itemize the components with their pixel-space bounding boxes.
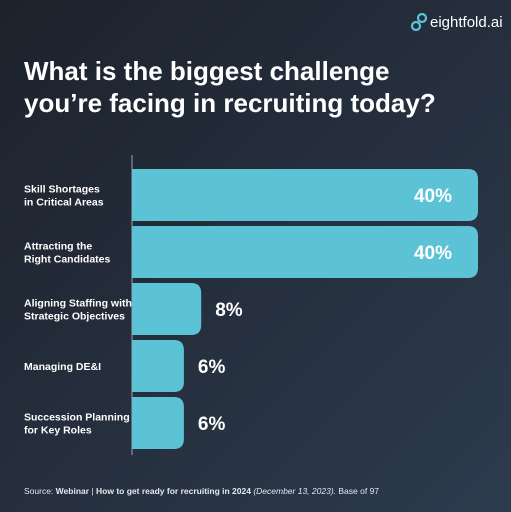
- value-label: 8%: [215, 300, 243, 321]
- text-line: in Critical Areas: [24, 197, 104, 209]
- value-label: 40%: [414, 243, 452, 264]
- text-line: Skill Shortages: [24, 184, 100, 196]
- text-line: Strategic Objectives: [24, 311, 125, 323]
- source-part: (December 13, 2023).: [253, 486, 336, 496]
- category-label: Aligning Staffing with Strategic Objectiv…: [24, 298, 132, 323]
- value-label: 6%: [198, 414, 226, 435]
- value-label: 6%: [198, 357, 226, 378]
- bar: [132, 340, 184, 392]
- category-label: Succession Planning for Key Roles: [24, 412, 130, 437]
- category-label: Skill Shortages in Critical Areas: [24, 184, 104, 209]
- source-part: How to get ready for recruiting in 2024: [96, 486, 251, 496]
- source-part: Webinar: [56, 486, 90, 496]
- text-line: for Key Roles: [24, 425, 92, 437]
- plot: Skill Shortages in Critical Areas 40% Attra…: [24, 169, 478, 449]
- bar: [132, 283, 202, 335]
- text-line: Succession Planning: [24, 412, 130, 424]
- text-line: Aligning Staffing with: [24, 298, 132, 310]
- chart-title: What is the biggest challenge you’re faci…: [24, 56, 436, 118]
- text-line: Attracting the: [24, 241, 92, 253]
- category-label: Attracting the Right Candidates: [24, 241, 110, 266]
- text-line: What is the biggest challenge: [24, 56, 390, 86]
- source-part: Source:: [24, 486, 53, 496]
- bar: [132, 169, 478, 221]
- source-part: |: [91, 486, 93, 496]
- bar: [132, 226, 478, 278]
- bar: [132, 397, 184, 449]
- text-line: Managing DE&I: [24, 361, 101, 373]
- category-label: Managing DE&I: [24, 361, 101, 373]
- source-part: Base of 97: [338, 486, 379, 496]
- value-label: 40%: [414, 186, 452, 207]
- logo-icon: [410, 12, 428, 32]
- text-line: you’re facing in recruiting today?: [24, 88, 436, 118]
- text-line: Right Candidates: [24, 254, 110, 266]
- brand: eightfold.ai: [430, 14, 503, 31]
- source: Source: Webinar | How to get ready for r…: [24, 486, 379, 496]
